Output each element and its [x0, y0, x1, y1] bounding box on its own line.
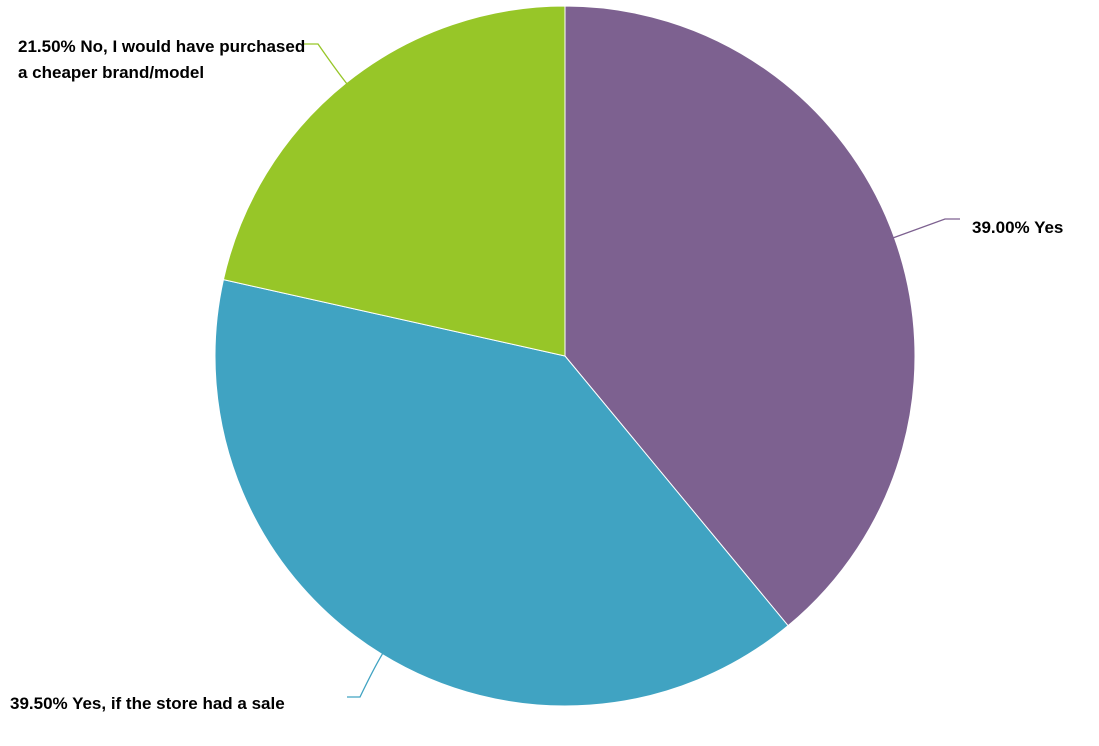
leader-line [302, 43, 348, 85]
slice-label-cheaper-brand: 21.50% No, I would have purchased a chea… [18, 37, 306, 82]
leader-line [347, 652, 384, 698]
slice-label-yes-if-sale: 39.50% Yes, if the store had a sale [10, 694, 285, 713]
slice-label-yes: 39.00% Yes [972, 218, 1064, 237]
leader-line [892, 218, 960, 239]
